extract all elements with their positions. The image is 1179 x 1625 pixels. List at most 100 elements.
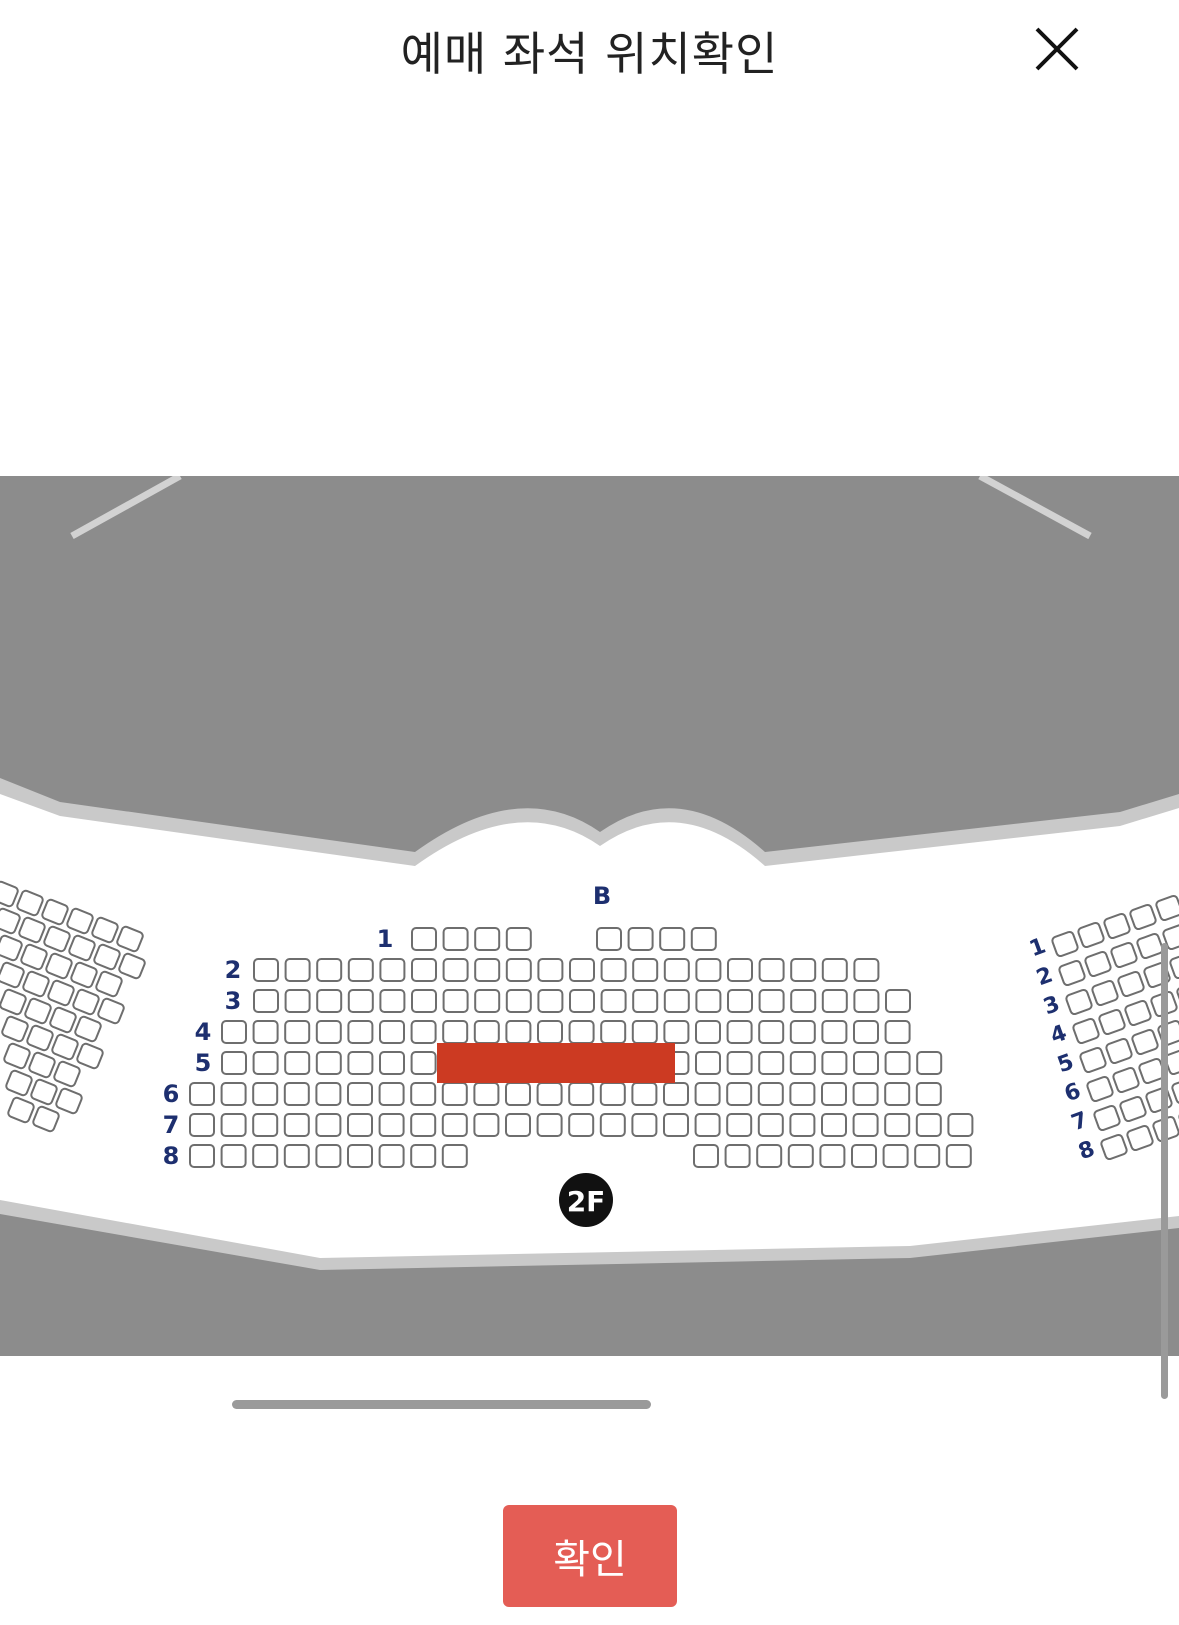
seat-row-7[interactable] <box>378 1113 405 1137</box>
seat-row-4[interactable] <box>695 1020 721 1044</box>
right-wing-seat[interactable] <box>1129 903 1157 931</box>
left-wing-seat[interactable] <box>43 925 71 953</box>
left-wing-seat[interactable] <box>28 1051 56 1079</box>
right-wing-seat[interactable] <box>1162 923 1179 951</box>
seat-row-7[interactable] <box>599 1113 626 1137</box>
right-wing-seat[interactable] <box>1091 979 1119 1007</box>
seat-row-3[interactable] <box>474 989 501 1013</box>
seat-row-7[interactable] <box>726 1113 753 1137</box>
seat-row-8[interactable] <box>283 1144 310 1168</box>
seat-row-5[interactable] <box>916 1051 943 1075</box>
seat-row-4[interactable] <box>600 1020 627 1044</box>
seat-row-3[interactable] <box>758 989 785 1013</box>
seat-row-5[interactable] <box>347 1051 374 1075</box>
seat-row-3[interactable] <box>284 989 311 1013</box>
seat-row-7[interactable] <box>789 1113 816 1137</box>
right-wing-seat[interactable] <box>1077 921 1105 949</box>
seat-row-6[interactable] <box>852 1082 879 1106</box>
left-wing-seat[interactable] <box>24 997 52 1025</box>
seat-row-4[interactable] <box>252 1020 279 1044</box>
seat-row-2[interactable] <box>379 958 406 982</box>
seat-row-8[interactable] <box>347 1144 373 1168</box>
close-button[interactable] <box>1032 24 1082 74</box>
seat-row-2[interactable] <box>695 958 722 982</box>
seat-row-2[interactable] <box>758 958 785 982</box>
right-wing-seat[interactable] <box>1105 1037 1133 1065</box>
seat-row-7[interactable] <box>852 1113 879 1137</box>
right-wing-seat[interactable] <box>1086 1075 1114 1103</box>
seat-row-4[interactable] <box>473 1020 500 1044</box>
seat-row-2[interactable] <box>569 958 595 982</box>
seat-row-6[interactable] <box>599 1082 626 1106</box>
seat-row-2[interactable] <box>790 958 817 982</box>
seat-row-5[interactable] <box>821 1051 848 1075</box>
seat-row-1[interactable] <box>474 927 501 951</box>
seat-row-4[interactable] <box>631 1020 658 1044</box>
seat-row-7[interactable] <box>568 1113 595 1137</box>
seat-row-2[interactable] <box>253 958 279 982</box>
left-wing-seat[interactable] <box>45 952 73 980</box>
left-wing-seat[interactable] <box>0 988 27 1016</box>
left-wing-seat[interactable] <box>0 934 23 962</box>
right-wing-seat[interactable] <box>1079 1046 1107 1074</box>
seat-row-6[interactable] <box>441 1082 468 1106</box>
seat-row-2[interactable] <box>663 958 690 982</box>
left-wing-seat[interactable] <box>76 1042 104 1070</box>
left-wing-seat[interactable] <box>0 880 19 908</box>
left-wing-seat[interactable] <box>30 1078 58 1106</box>
right-wing-seat[interactable] <box>1126 1124 1154 1152</box>
seat-row-3[interactable] <box>632 989 659 1013</box>
seat-row-4[interactable] <box>442 1020 469 1044</box>
right-wing-seat[interactable] <box>1100 1133 1128 1161</box>
left-wing-seat[interactable] <box>47 979 75 1007</box>
seat-row-5[interactable] <box>410 1051 437 1075</box>
left-wing-seat[interactable] <box>116 925 144 953</box>
seat-row-3[interactable] <box>853 989 880 1013</box>
left-wing-seat[interactable] <box>26 1024 54 1052</box>
seat-row-3[interactable] <box>821 989 848 1013</box>
seat-row-6[interactable] <box>252 1082 279 1106</box>
left-wing-seat[interactable] <box>3 1042 31 1070</box>
seat-row-2[interactable] <box>474 958 501 982</box>
seat-row-6[interactable] <box>884 1082 911 1106</box>
seat-row-8[interactable] <box>851 1144 877 1168</box>
left-wing-seat[interactable] <box>91 916 119 944</box>
right-wing-seat[interactable] <box>1058 959 1086 987</box>
right-wing-seat[interactable] <box>1131 1028 1159 1056</box>
left-wing-seat[interactable] <box>22 970 50 998</box>
seat-row-6[interactable] <box>789 1082 816 1106</box>
right-wing-seat[interactable] <box>1093 1104 1121 1132</box>
left-wing-seat[interactable] <box>7 1096 35 1124</box>
seat-row-8[interactable] <box>787 1144 814 1168</box>
seat-row-2[interactable] <box>853 958 880 982</box>
vertical-scrollbar[interactable] <box>1161 943 1168 1399</box>
seat-row-7[interactable] <box>947 1113 974 1137</box>
seat-row-5[interactable] <box>695 1051 721 1075</box>
seat-row-6[interactable] <box>220 1082 247 1106</box>
seat-row-7[interactable] <box>410 1113 437 1137</box>
seat-row-2[interactable] <box>316 958 343 982</box>
left-wing-seat[interactable] <box>51 1033 79 1061</box>
seat-row-4[interactable] <box>758 1020 785 1044</box>
seat-row-7[interactable] <box>884 1113 911 1137</box>
seat-row-7[interactable] <box>536 1113 563 1137</box>
seat-row-6[interactable] <box>283 1082 310 1106</box>
seat-row-1[interactable] <box>627 927 654 951</box>
seat-row-8[interactable] <box>945 1144 972 1168</box>
left-wing-seat[interactable] <box>32 1105 60 1133</box>
seat-row-8[interactable] <box>756 1144 783 1168</box>
seat-row-6[interactable] <box>315 1082 342 1106</box>
seat-row-8[interactable] <box>410 1144 437 1168</box>
seat-row-3[interactable] <box>885 989 911 1013</box>
seat-row-8[interactable] <box>220 1144 247 1168</box>
left-wing-seat[interactable] <box>0 961 25 989</box>
seat-row-7[interactable] <box>505 1113 531 1137</box>
seat-row-3[interactable] <box>727 989 753 1013</box>
left-wing-seat[interactable] <box>20 943 48 971</box>
seat-row-6[interactable] <box>915 1082 942 1106</box>
left-wing-seat[interactable] <box>95 970 123 998</box>
seat-row-3[interactable] <box>316 989 343 1013</box>
seat-row-5[interactable] <box>252 1051 279 1075</box>
left-wing-seat[interactable] <box>72 988 100 1016</box>
left-wing-seat[interactable] <box>5 1069 33 1097</box>
